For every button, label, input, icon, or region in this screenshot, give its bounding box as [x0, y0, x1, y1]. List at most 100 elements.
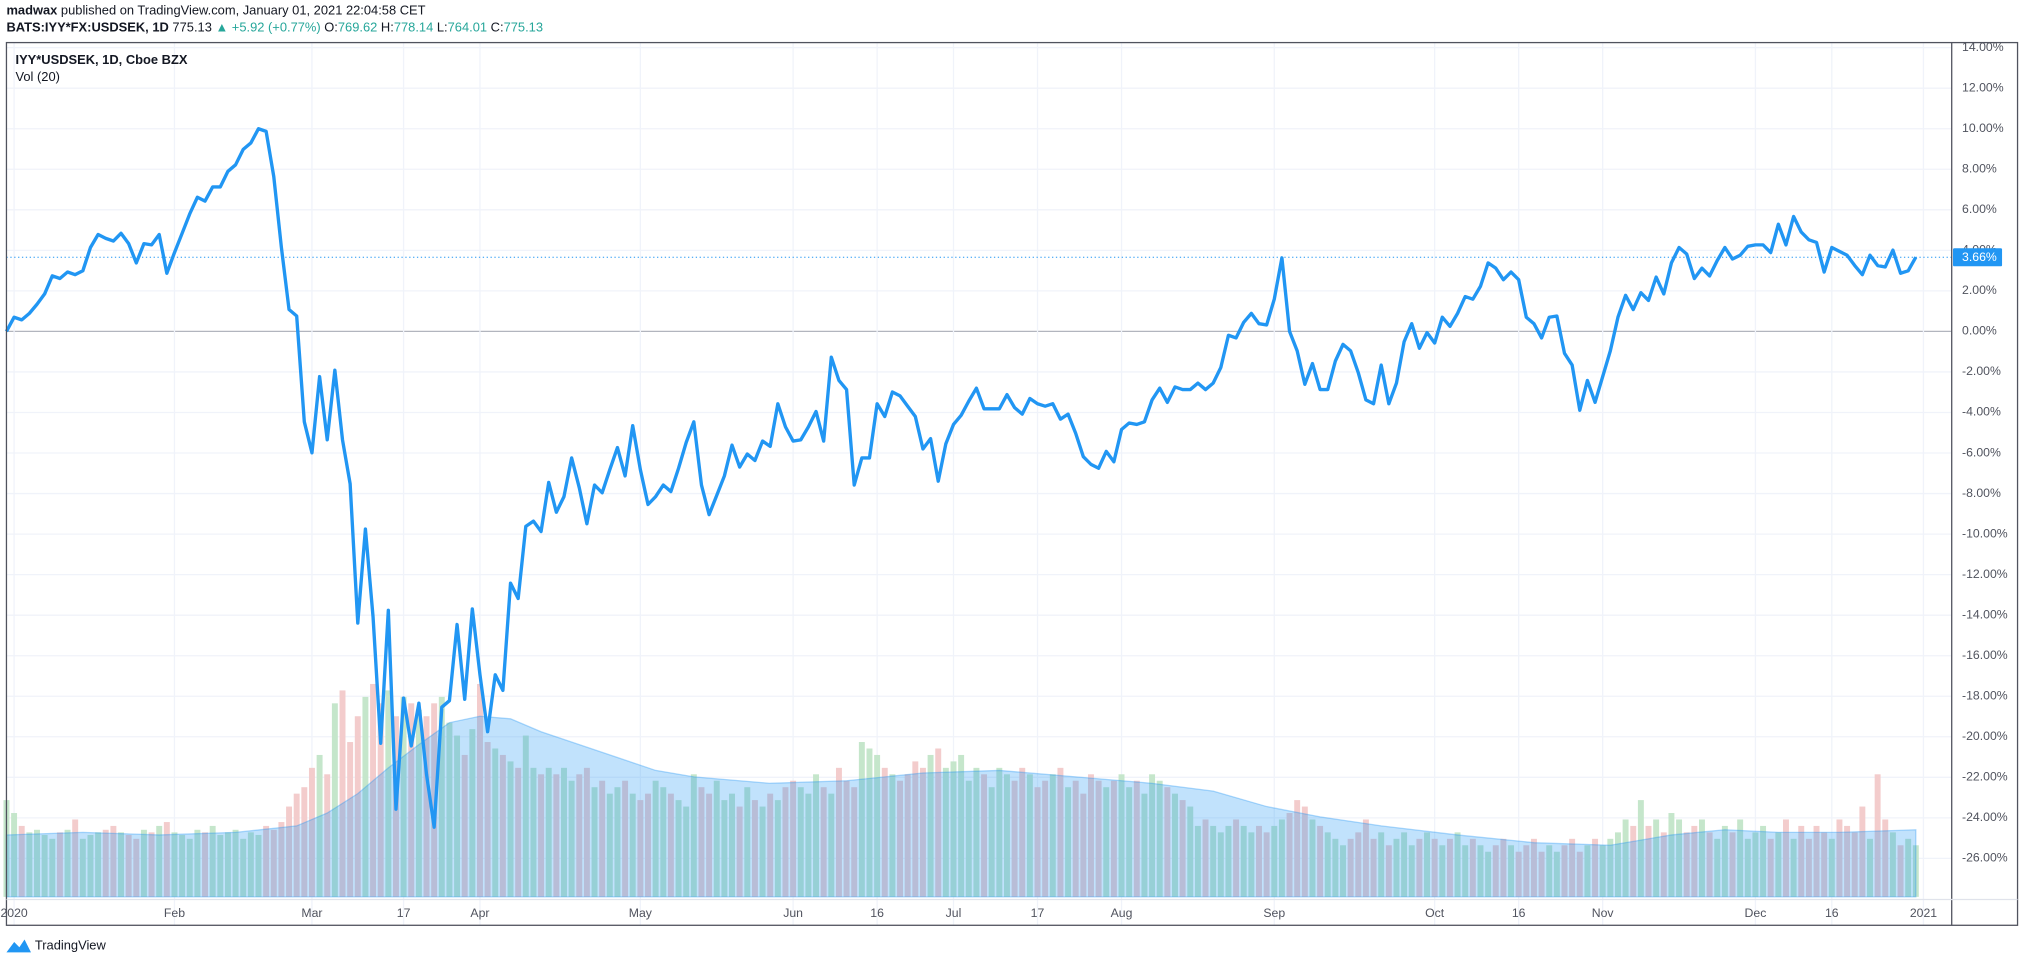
y-tick-label: 8.00%: [1962, 162, 1997, 176]
volume-bar: [87, 834, 94, 897]
volume-bar: [118, 832, 124, 897]
volume-bar: [1133, 780, 1140, 897]
volume-bar: [194, 829, 201, 897]
axes: -26.00% -24.00% -22.00% -20.00% -18.00% -16.0…: [0, 40, 2007, 920]
volume-bar: [49, 838, 56, 897]
volume-bar: [1630, 825, 1637, 897]
volume-bar: [1668, 813, 1675, 897]
volume-bar: [18, 825, 25, 897]
ohlc-label: O:: [324, 20, 338, 35]
volume-bar: [667, 793, 674, 897]
volume-bar: [1637, 800, 1644, 897]
volume-bar: [790, 780, 797, 897]
y-tick-label: -22.00%: [1962, 770, 2008, 784]
volume-bar: [1141, 793, 1148, 897]
x-tick-label: Nov: [1592, 906, 1615, 920]
volume-bar: [1095, 780, 1102, 897]
y-tick-label: -26.00%: [1962, 851, 2008, 865]
volume-bar: [1393, 838, 1400, 897]
volume-bar: [354, 716, 361, 897]
volume-bar: [1599, 845, 1606, 897]
volume-bar: [851, 787, 858, 897]
volume-bar: [163, 822, 170, 897]
volume-bar: [385, 690, 392, 897]
y-tick-label: 10.00%: [1962, 121, 2004, 135]
volume-bar: [1103, 787, 1110, 897]
volume-bar: [469, 729, 476, 897]
volume-bar: [805, 793, 812, 897]
volume-bar: [1401, 832, 1408, 897]
x-tick-label: Mar: [301, 906, 322, 920]
volume-bar: [1737, 819, 1744, 897]
volume-bar: [1370, 838, 1377, 897]
volume-bar: [1003, 774, 1010, 897]
last-value-label: 3.66%: [1962, 250, 1997, 264]
volume-bar: [1408, 845, 1415, 897]
volume-bar: [1263, 832, 1270, 897]
volume-bar: [1248, 832, 1255, 897]
volume-bar: [1561, 845, 1568, 897]
volume-bar: [1500, 838, 1507, 897]
y-tick-label: -2.00%: [1962, 364, 2001, 378]
volume-bar: [1011, 780, 1018, 897]
volume-bar: [133, 838, 140, 897]
volume-bar: [1859, 806, 1866, 897]
volume-bar: [1775, 832, 1782, 897]
volume-bar: [1210, 825, 1217, 897]
volume-bar: [530, 767, 537, 897]
volume-bar: [774, 800, 781, 897]
volume-bar: [41, 834, 48, 897]
volume-bar: [1836, 819, 1843, 897]
volume-bar: [1767, 838, 1774, 897]
volume-bar: [629, 793, 636, 897]
x-tick-label: 17: [397, 906, 411, 920]
volume-bar: [683, 806, 690, 897]
volume-bar: [782, 787, 789, 897]
volume-bar: [1416, 838, 1423, 897]
quote-line: BATS:IYY*FX:USDSEK, 1D 775.13 ▲ +5.92 (+…: [6, 20, 543, 35]
symbol: BATS:IYY*FX:USDSEK, 1D: [6, 20, 168, 35]
volume-bar: [110, 825, 117, 897]
x-tick-label: Aug: [1111, 906, 1133, 920]
volume-bar: [927, 754, 934, 897]
volume-bar: [301, 787, 308, 897]
volume-bar: [1286, 813, 1293, 897]
volume-bar: [1546, 845, 1553, 897]
volume-bar: [484, 742, 491, 897]
author: madwax: [6, 3, 58, 18]
volume-bar: [591, 787, 598, 897]
volume-bar: [11, 813, 18, 897]
volume-bar: [1485, 851, 1492, 897]
y-tick-label: -14.00%: [1962, 607, 2008, 621]
volume-bar: [828, 793, 835, 897]
volume-bar: [1645, 825, 1652, 897]
volume-bar: [1622, 819, 1629, 897]
volume-bar: [1057, 767, 1064, 897]
volume-bar: [1897, 845, 1904, 897]
volume-bar: [706, 793, 713, 897]
volume-bar: [767, 793, 774, 897]
volume-bar: [958, 754, 965, 897]
volume-bar: [568, 780, 575, 897]
volume-bar: [1256, 825, 1262, 897]
volume-bar: [156, 825, 163, 897]
volume-bar: [1729, 832, 1736, 897]
x-tick-label: Oct: [1425, 906, 1445, 920]
volume-bar: [1851, 832, 1858, 897]
volume-bar: [1240, 825, 1247, 897]
volume-bar: [1462, 845, 1469, 897]
y-tick-label: -12.00%: [1962, 567, 2008, 581]
volume-bar: [1324, 832, 1331, 897]
volume-bar: [507, 761, 514, 897]
volume-bar: [1584, 845, 1591, 897]
volume-bar: [316, 754, 323, 897]
volume-bar: [1492, 845, 1499, 897]
volume-bar: [454, 735, 461, 897]
volume-bar: [339, 690, 346, 897]
volume-bar: [1653, 819, 1660, 897]
volume-bar: [1760, 825, 1767, 897]
volume-bar: [866, 748, 873, 897]
volume-bar: [1699, 819, 1705, 897]
volume-bar: [1889, 832, 1896, 897]
volume-bar: [1569, 838, 1576, 897]
